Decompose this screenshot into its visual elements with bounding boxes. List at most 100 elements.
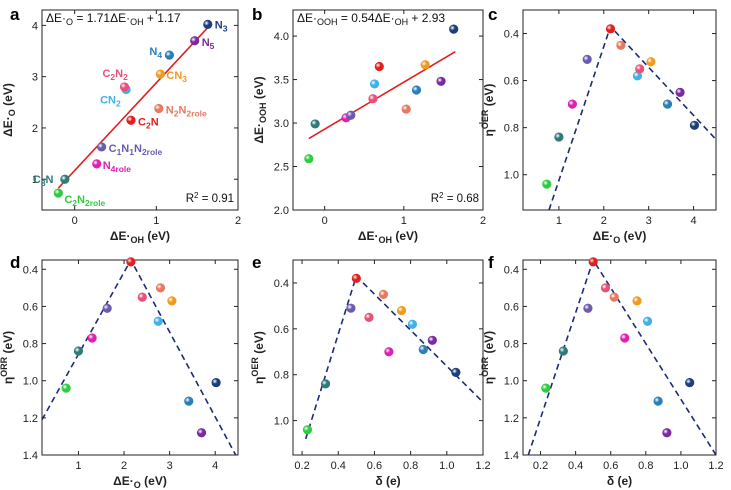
data-point-c3n: [558, 346, 568, 356]
data-point-n5: [436, 76, 446, 86]
y-tick-label: 1.2: [23, 413, 38, 425]
r-squared: R2 = 0.68: [431, 191, 479, 205]
y-axis-label: ΔE·O (eV): [1, 83, 17, 137]
x-tick-label: 1.2: [475, 460, 490, 472]
plot-frame: [41, 9, 239, 211]
data-point-c3n: [60, 174, 70, 184]
y-axis-label: ηOER (eV): [250, 331, 266, 384]
panel-f: f 0.2 0.4 0.6 0.8 1.0 1.2 0.4 0.6 0.8 1.0 1.2 1.4 δ (…: [480, 253, 724, 488]
y-tick-label: 3.0: [274, 118, 289, 130]
x-axis-label: δ (e): [607, 474, 632, 488]
data-point-cn2: [369, 79, 380, 89]
data-point-n4role: [87, 333, 97, 343]
point-label-c3n: C3N: [33, 174, 54, 188]
x-axis-label: δ (e): [375, 474, 400, 488]
data-point-c2n: [374, 61, 384, 72]
x-tick-label: 0.2: [533, 460, 548, 472]
x-tick-label: 0: [322, 215, 328, 227]
y-tick-label: 1.0: [504, 376, 519, 388]
x-tick-label: 2: [601, 215, 607, 227]
data-point-cn3: [632, 296, 642, 306]
panel-c: c 1 2 3 4 0.4 0.6 0.8 1.0 ΔE·O (eV) ηOER (eV): [480, 5, 717, 245]
y-tick-label: 0.8: [504, 123, 519, 135]
panel-a: a 0 1 2 1 2 3 4 ΔE·OH (eV) ΔE·O (eV) ΔE·O = 1.71ΔE…: [1, 5, 241, 245]
data-point-cn2: [407, 319, 418, 329]
y-tick-label: 1.0: [504, 170, 519, 182]
data-point-cn3: [167, 296, 177, 306]
data-point-n4: [164, 50, 174, 60]
y-tick-label: 0.4: [274, 278, 289, 290]
x-tick-label: 1: [401, 215, 407, 227]
data-point-n3: [211, 377, 221, 388]
data-point-cn2: [153, 316, 163, 326]
data-point-c3n: [310, 119, 320, 129]
x-tick-label: 0.8: [403, 460, 418, 472]
data-point-c1n1n2role: [346, 303, 356, 313]
data-point-n4role: [620, 333, 630, 343]
y-tick-label: 1.0: [274, 416, 289, 428]
y-tick-label: 0.4: [23, 264, 38, 276]
data-point-c2n2: [137, 292, 147, 302]
x-axis-label: ΔE·O (eV): [593, 229, 647, 245]
x-tick-label: 2: [480, 215, 486, 227]
data-point-c2n2role: [304, 154, 314, 164]
y-tick-label: 1.4: [504, 450, 519, 462]
volcano-line: [527, 260, 716, 455]
data-point-c3n: [320, 379, 331, 389]
y-tick-label: 2.5: [274, 162, 289, 174]
x-tick-label: 3: [646, 215, 652, 227]
y-tick-label: 0.6: [23, 301, 38, 313]
y-tick-label: 0.6: [504, 76, 519, 88]
y-tick-label: 4: [32, 20, 38, 32]
y-axis-label: ηOER (eV): [480, 84, 496, 137]
x-tick-label: 1: [153, 215, 159, 227]
plot-frame: [292, 259, 484, 456]
data-point-c2n: [126, 257, 136, 267]
data-point-n5: [662, 428, 672, 438]
data-point-n4: [184, 396, 194, 406]
data-point-n2n2role: [401, 104, 411, 114]
data-point-n5: [196, 428, 207, 438]
plot-frame: [292, 9, 484, 211]
data-point-n5: [427, 335, 437, 345]
data-point-cn3: [646, 57, 656, 67]
data-point-n3: [449, 24, 459, 34]
data-point-n2n2role: [378, 289, 389, 300]
y-tick-label: 0.8: [504, 339, 519, 351]
data-point-n3: [689, 120, 700, 130]
fit-line: [308, 50, 456, 140]
data-point-c2n2role: [53, 188, 63, 198]
y-axis-label: ηORR (eV): [480, 331, 496, 384]
y-tick-label: 0.4: [504, 264, 519, 276]
data-point-c3n: [554, 132, 564, 142]
x-tick-label: 1.2: [708, 460, 723, 472]
x-tick-label: 1.0: [439, 460, 454, 472]
volcano-line: [42, 260, 237, 455]
x-tick-label: 1.0: [673, 460, 688, 472]
y-tick-label: 1: [32, 174, 38, 186]
panel-label: f: [488, 253, 494, 272]
y-tick-label: 4.0: [274, 31, 289, 43]
plot-frame: [522, 259, 717, 456]
point-label-c1n1n2role: C1N1N2role: [109, 143, 163, 157]
y-tick-label: 3: [32, 72, 38, 84]
data-point-c2n2role: [61, 383, 71, 393]
data-point-n4role: [92, 159, 102, 169]
data-point-n3: [451, 367, 461, 378]
data-point-n4role: [567, 99, 577, 109]
x-tick-label: 1: [75, 460, 81, 472]
point-label-n4role: N4role: [103, 160, 132, 174]
x-axis-label: ΔE·OH (eV): [358, 229, 418, 245]
point-label-c2n2: C2N2: [102, 68, 128, 82]
volcano-line: [548, 24, 716, 210]
fit-line: [57, 25, 211, 189]
data-point-n4role: [384, 347, 394, 357]
data-point-c1n1n2role: [102, 303, 112, 313]
data-point-n4: [411, 85, 422, 95]
data-point-c1n1n2role: [97, 142, 107, 152]
panel-d: d 1 2 3 4 0.4 0.6 0.8 1.0 1.2 1.4 ΔE·O (eV) ηORR (eV…: [0, 253, 239, 490]
y-tick-label: 0.8: [274, 370, 289, 382]
panel-b: b 0 1 2 2.0 2.5 3.0 3.5 4.0 ΔE·OH (eV) ΔE·OOH (eV)…: [252, 5, 486, 245]
panel-label: e: [252, 253, 261, 272]
panel-label: b: [252, 5, 262, 24]
